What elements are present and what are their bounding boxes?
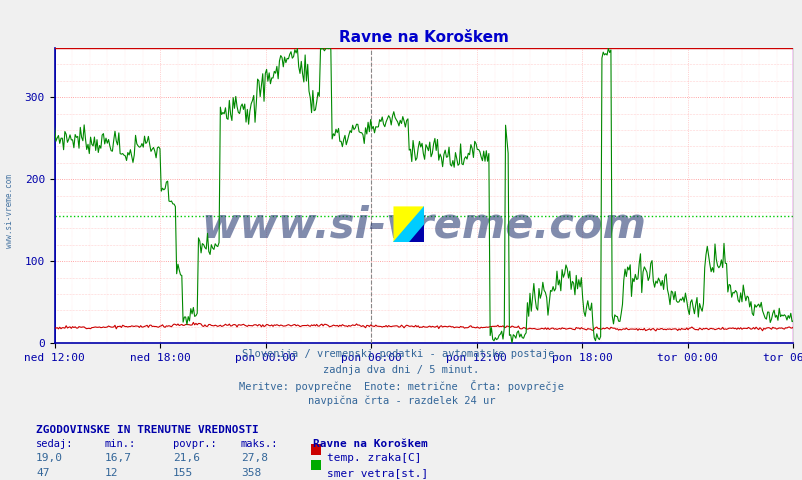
Text: povpr.:: povpr.: xyxy=(172,439,216,449)
Text: maks.:: maks.: xyxy=(241,439,278,449)
Text: navpična črta - razdelek 24 ur: navpična črta - razdelek 24 ur xyxy=(307,396,495,406)
Text: 19,0: 19,0 xyxy=(36,453,63,463)
Text: Meritve: povprečne  Enote: metrične  Črta: povprečje: Meritve: povprečne Enote: metrične Črta:… xyxy=(239,380,563,392)
Text: sedaj:: sedaj: xyxy=(36,439,74,449)
Polygon shape xyxy=(393,206,423,242)
Text: 155: 155 xyxy=(172,468,192,478)
Text: 12: 12 xyxy=(104,468,118,478)
Text: smer vetra[st.]: smer vetra[st.] xyxy=(326,468,427,478)
Text: ZGODOVINSKE IN TRENUTNE VREDNOSTI: ZGODOVINSKE IN TRENUTNE VREDNOSTI xyxy=(36,425,258,435)
Text: zadnja dva dni / 5 minut.: zadnja dva dni / 5 minut. xyxy=(323,365,479,375)
Text: 47: 47 xyxy=(36,468,50,478)
Text: Slovenija / vremenski podatki - avtomatske postaje.: Slovenija / vremenski podatki - avtomats… xyxy=(242,349,560,360)
Text: min.:: min.: xyxy=(104,439,136,449)
Text: 27,8: 27,8 xyxy=(241,453,268,463)
Text: www.si-vreme.com: www.si-vreme.com xyxy=(5,174,14,248)
Text: www.si-vreme.com: www.si-vreme.com xyxy=(201,204,646,246)
Text: Ravne na Koroškem: Ravne na Koroškem xyxy=(313,439,427,449)
Text: 358: 358 xyxy=(241,468,261,478)
Title: Ravne na Koroškem: Ravne na Koroškem xyxy=(338,30,508,46)
Text: temp. zraka[C]: temp. zraka[C] xyxy=(326,453,421,463)
Text: 16,7: 16,7 xyxy=(104,453,132,463)
Polygon shape xyxy=(393,206,423,242)
Polygon shape xyxy=(393,225,423,242)
Text: 21,6: 21,6 xyxy=(172,453,200,463)
